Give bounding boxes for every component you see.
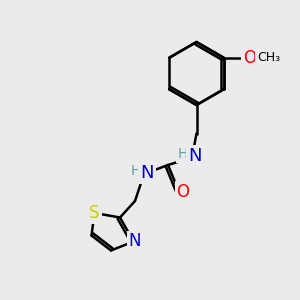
Text: CH₃: CH₃: [257, 51, 280, 64]
Text: N: N: [129, 232, 141, 250]
Text: N: N: [188, 147, 202, 165]
Text: O: O: [243, 49, 256, 67]
Text: N: N: [140, 164, 154, 181]
Text: H: H: [178, 147, 188, 161]
Text: O: O: [176, 183, 190, 201]
Text: S: S: [89, 204, 100, 222]
Text: H: H: [130, 164, 141, 178]
